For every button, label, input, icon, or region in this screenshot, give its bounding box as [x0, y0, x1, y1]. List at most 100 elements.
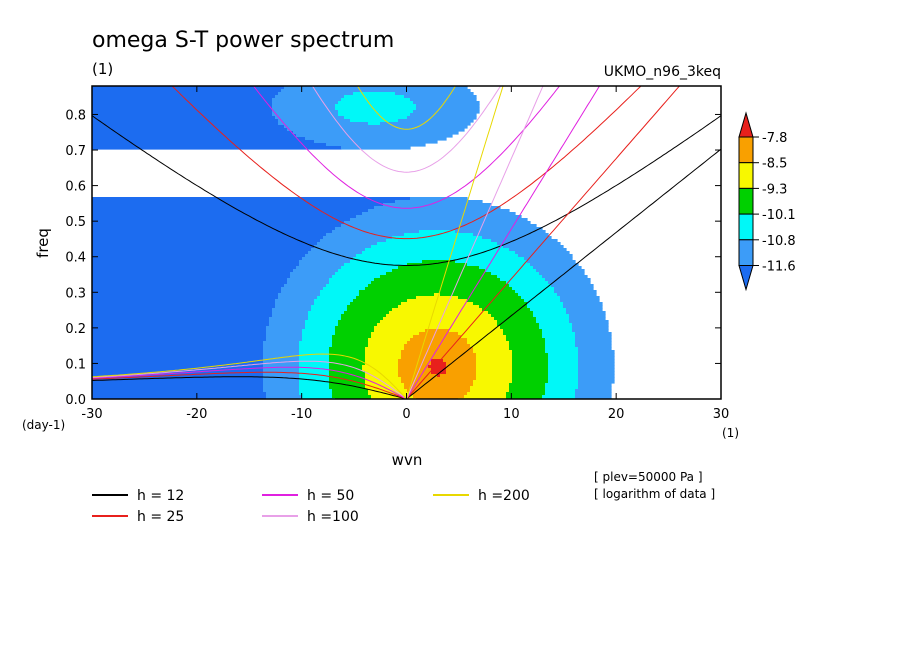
field-cell — [542, 395, 576, 399]
y-axis: 0.0 0.1 0.2 0.3 0.4 0.5 0.6 0.7 0.8 — [65, 108, 721, 408]
field-cell — [446, 362, 477, 366]
field-cell — [446, 368, 477, 372]
field-cell — [353, 299, 408, 303]
field-cell — [341, 317, 384, 321]
field-cell — [383, 203, 492, 207]
field-cell — [92, 362, 264, 366]
field-cell — [302, 335, 333, 339]
field-cell — [503, 245, 564, 249]
field-cell — [512, 380, 549, 384]
field-cell — [578, 365, 615, 369]
field-cell — [296, 134, 453, 138]
field-cell — [410, 98, 477, 102]
field-cell — [371, 335, 414, 339]
field-cell — [299, 377, 330, 381]
field-cell — [506, 335, 543, 339]
field-cell — [368, 284, 510, 288]
y-unit-label: (day-1) — [22, 418, 65, 432]
y-tick-label: 0.6 — [65, 180, 86, 195]
field-cell — [290, 272, 336, 276]
field-cell — [563, 302, 603, 306]
colorbar-label: -7.8 — [762, 131, 787, 146]
field-cell — [338, 101, 414, 105]
colorbar-box — [738, 187, 754, 215]
field-cell — [332, 335, 372, 339]
field-cell — [512, 374, 549, 378]
field-cell — [539, 326, 573, 330]
field-cell — [305, 137, 447, 141]
field-cell — [272, 101, 339, 105]
field-cell — [368, 122, 381, 126]
field-cell — [506, 395, 543, 399]
field-cell — [335, 326, 375, 330]
field-cell — [92, 278, 288, 282]
field-cell — [431, 359, 444, 363]
field-cell — [353, 257, 525, 261]
field-cell — [545, 392, 576, 396]
field-cell — [92, 284, 285, 288]
legend-label: h = 25 — [137, 509, 184, 525]
field-cell — [503, 332, 543, 336]
field-cell — [92, 380, 264, 384]
field-cell — [545, 344, 576, 348]
field-cell — [431, 368, 447, 372]
field-cell — [476, 362, 513, 366]
colorbar-label: -10.1 — [762, 208, 796, 223]
field-cell — [542, 332, 576, 336]
field-cell — [272, 104, 336, 108]
field-cell — [92, 251, 309, 255]
chart-title: omega S-T power spectrum — [92, 28, 394, 53]
field-cell — [272, 113, 339, 117]
field-cell — [578, 350, 615, 354]
field-cell — [362, 368, 399, 372]
x-tick-label: 10 — [503, 407, 520, 422]
y-tick-label: 0.8 — [65, 108, 86, 123]
field-cell — [314, 140, 438, 144]
colorbar-label: -9.3 — [762, 182, 787, 197]
field-cell — [272, 308, 312, 312]
field-cell — [299, 362, 330, 366]
legend-label: h = 50 — [307, 488, 354, 504]
field-cell — [92, 365, 264, 369]
field-cell — [569, 317, 606, 321]
field-cell — [392, 308, 483, 312]
annotation-log: [ logarithm of data ] — [594, 487, 715, 501]
field-cell — [293, 269, 339, 273]
field-cell — [404, 383, 474, 387]
field-cell — [371, 281, 507, 285]
field-cell — [458, 332, 504, 336]
field-cell — [311, 248, 366, 252]
field-cell — [458, 296, 522, 300]
field-cell — [485, 269, 537, 273]
field-cell — [329, 359, 366, 363]
field-cell — [512, 287, 555, 291]
field-cell — [299, 365, 330, 369]
field-cell — [92, 341, 264, 345]
field-cell — [92, 236, 324, 240]
field-cell — [92, 290, 282, 294]
field-cell — [359, 290, 516, 294]
field-cell — [401, 353, 477, 357]
x-tick-label: 20 — [608, 407, 625, 422]
x-tick-label: 30 — [713, 407, 730, 422]
field-cell — [530, 308, 567, 312]
field-cell — [398, 359, 432, 363]
field-cell — [392, 236, 483, 240]
field-cell — [542, 335, 576, 339]
field-cell — [338, 269, 393, 273]
field-cell — [266, 335, 303, 339]
field-cell — [278, 119, 351, 123]
field-cell — [536, 320, 570, 324]
field-cell — [404, 386, 471, 390]
field-cell — [548, 377, 579, 381]
field-cell — [545, 278, 591, 282]
field-cell — [476, 359, 513, 363]
field-cell — [371, 395, 414, 399]
field-cell — [383, 317, 495, 321]
colorbar: -7.8 -8.5 -9.3 -10.1 -10.8 -11.6 — [738, 111, 796, 292]
chart-subtitle-right: UKMO_n96_3keq — [604, 64, 721, 80]
field-cell — [281, 89, 471, 93]
field-cell — [299, 380, 330, 384]
field-cell — [449, 329, 504, 333]
field-cell — [545, 389, 576, 393]
